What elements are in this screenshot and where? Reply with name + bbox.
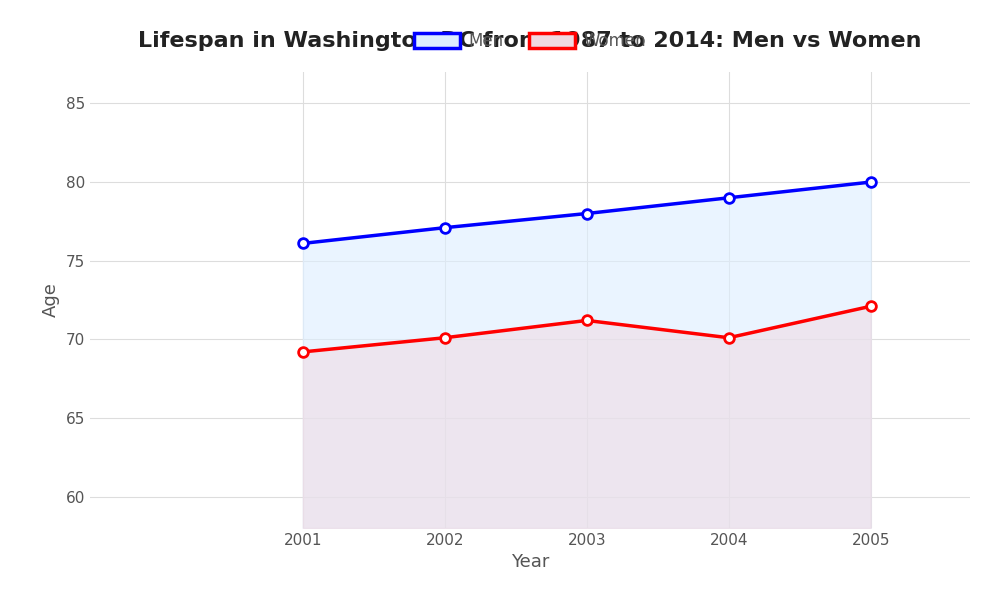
X-axis label: Year: Year	[511, 553, 549, 571]
Legend: Men, Women: Men, Women	[407, 26, 653, 57]
Title: Lifespan in Washington DC from 1987 to 2014: Men vs Women: Lifespan in Washington DC from 1987 to 2…	[138, 31, 922, 51]
Y-axis label: Age: Age	[42, 283, 60, 317]
